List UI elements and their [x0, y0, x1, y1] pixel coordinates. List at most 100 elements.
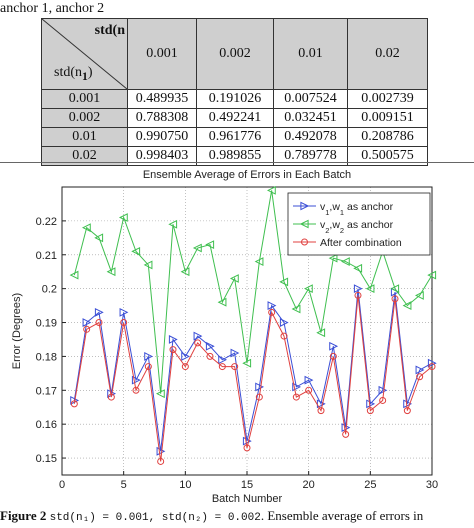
figure-caption: Figure 2 std(n₁) = 0.001, std(n₂) = 0.00… [0, 508, 423, 524]
data-point [340, 257, 350, 266]
data-point [107, 393, 115, 401]
data-point [94, 233, 104, 243]
data-point [95, 319, 103, 327]
data-point [266, 185, 276, 195]
data-point [291, 304, 301, 314]
data-point [366, 407, 374, 415]
legend-label-part: ,w [329, 201, 340, 213]
x-tick-label: 5 [121, 479, 127, 491]
data-point [193, 331, 203, 341]
legend-label: v2,w2 as anchor [320, 219, 394, 235]
series-line-1 [73, 288, 433, 452]
data-point [402, 301, 412, 310]
data-point [131, 375, 141, 385]
row-header: 0.001 [41, 89, 128, 109]
x-tick-label: 15 [241, 479, 253, 491]
x-tick-label: 20 [303, 479, 315, 491]
data-point [229, 274, 239, 283]
data-point [342, 430, 350, 438]
data-point [255, 393, 263, 401]
data-point [94, 307, 104, 317]
table-row: 0.01 0.990750 0.961776 0.492078 0.208786 [41, 127, 428, 147]
legend-label-part: as anchor [344, 201, 394, 213]
table-cell: 0.500575 [347, 146, 428, 166]
table-cell: 0.990750 [127, 127, 197, 147]
x-tick-label: 30 [426, 479, 438, 491]
data-point [218, 355, 228, 365]
legend-label-part: ,w [329, 219, 340, 231]
data-point [415, 365, 425, 375]
data-point [230, 348, 240, 358]
legend-label-part: v [320, 219, 326, 231]
data-point [280, 332, 288, 340]
column-header: 0.01 [273, 18, 348, 90]
data-point [144, 352, 154, 361]
header-top-label: std(n [94, 23, 125, 38]
row-header: 0.02 [41, 146, 128, 166]
data-point [217, 297, 227, 307]
data-point [144, 363, 152, 371]
data-point [157, 457, 165, 465]
data-point [181, 363, 189, 371]
legend-marker [299, 219, 309, 229]
y-tick-label: 0.21 [36, 250, 57, 262]
data-point [403, 407, 411, 415]
data-point [218, 363, 226, 371]
legend-marker [301, 238, 308, 246]
data-point [254, 257, 264, 266]
top-caption: anchor 1, anchor 2 [0, 1, 105, 16]
table-cell: 0.789778 [273, 146, 348, 166]
table-cell: 0.788308 [127, 108, 197, 128]
y-tick-label: 0.19 [36, 318, 57, 330]
x-tick-label: 25 [364, 479, 376, 491]
column-header: 0.02 [347, 18, 428, 90]
data-point [83, 325, 91, 333]
table-cell: 0.961776 [196, 127, 274, 147]
data-point [192, 243, 202, 253]
data-point [181, 352, 191, 361]
data-point [378, 385, 388, 395]
data-point [168, 335, 178, 344]
diagonal-divider [42, 19, 127, 89]
data-point [317, 407, 325, 415]
table-cell: 0.489935 [127, 89, 197, 109]
data-point [81, 223, 91, 233]
data-point [390, 284, 400, 294]
data-point [316, 328, 326, 338]
legend-label: v1,w1 as anchor [320, 201, 394, 217]
data-point [255, 382, 265, 392]
y-axis-label: Error (Degrees) [11, 293, 23, 369]
figure-caption-text: . Ensemble average of errors in [260, 508, 424, 523]
error-chart: Ensemble Average of Errors in Each Batch… [0, 162, 474, 508]
table-corner-cell: std(n std(n1) [41, 18, 128, 90]
data-point [118, 213, 128, 222]
data-point [304, 375, 314, 385]
column-header: 0.002 [196, 18, 274, 90]
series-line-2 [73, 190, 433, 394]
data-point [242, 436, 252, 446]
data-point [155, 389, 165, 399]
data-point [119, 307, 129, 317]
series-line-3 [73, 295, 433, 462]
legend-label-part: as anchor [344, 219, 394, 231]
column-header: 0.001 [127, 18, 197, 90]
data-point [292, 382, 302, 392]
data-point [156, 446, 166, 456]
table-cell: 0.032451 [273, 108, 348, 128]
y-tick-label: 0.2 [42, 284, 57, 296]
data-point [427, 358, 437, 368]
y-tick-label: 0.16 [36, 419, 57, 431]
data-point [428, 363, 436, 371]
data-point [106, 267, 116, 277]
legend-label-part: After combination [320, 237, 402, 249]
table-cell: 0.007524 [273, 89, 348, 109]
table-row: 0.02 0.998403 0.989855 0.789778 0.500575 [41, 146, 428, 166]
table-cell: 0.492241 [196, 108, 274, 128]
table-row: 0.002 0.788308 0.492241 0.032451 0.00915… [41, 108, 428, 128]
y-tick-label: 0.15 [36, 453, 57, 465]
table-header-row: std(n std(n1) 0.001 0.002 0.01 0.02 [41, 18, 428, 90]
data-point [243, 444, 251, 452]
data-point [82, 318, 92, 327]
table-row: 0.001 0.489935 0.191026 0.007524 0.00273… [41, 89, 428, 109]
table-cell: 0.208786 [347, 127, 428, 147]
